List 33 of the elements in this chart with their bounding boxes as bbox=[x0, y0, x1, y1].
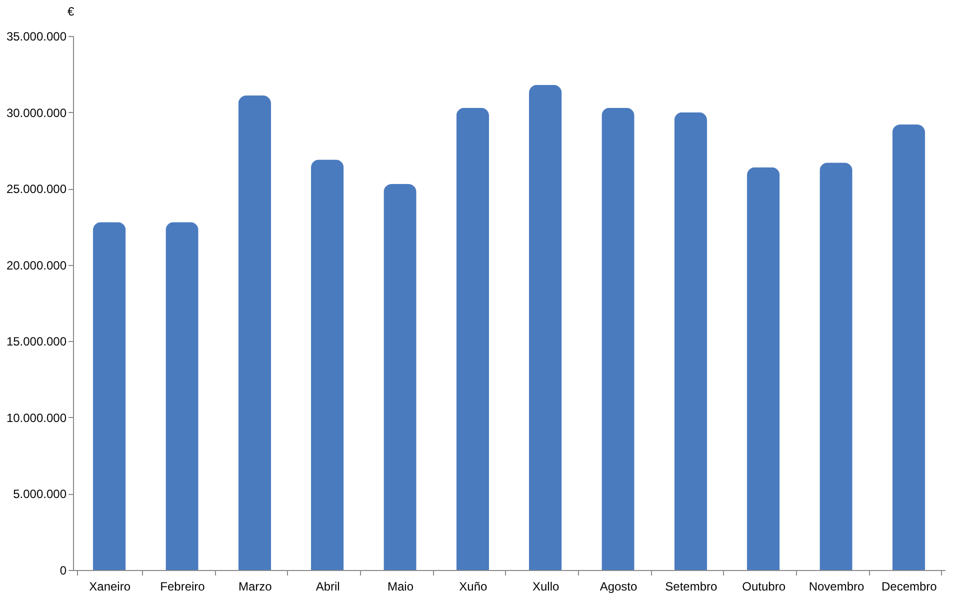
x-tick-label: Agosto bbox=[600, 580, 638, 594]
x-tick-label: Setembro bbox=[665, 580, 718, 594]
bar bbox=[528, 84, 562, 570]
bar bbox=[384, 184, 416, 570]
y-tick-label: 5.000.000 bbox=[13, 487, 67, 502]
x-tick-label: Outubro bbox=[742, 580, 786, 594]
y-tick-label: 20.000.000 bbox=[6, 258, 67, 272]
x-tick-label: Abril bbox=[316, 580, 340, 594]
bar bbox=[310, 160, 344, 570]
x-tick-label: Xaneiro bbox=[89, 580, 131, 594]
x-tick-label: Xullo bbox=[532, 580, 560, 594]
bar bbox=[238, 96, 272, 570]
bar bbox=[746, 167, 780, 570]
x-tick-label: Marzo bbox=[238, 580, 272, 594]
bar bbox=[674, 112, 708, 570]
x-tick-label: Maio bbox=[387, 580, 414, 594]
x-tick-label: Xuño bbox=[459, 580, 488, 594]
bar bbox=[456, 108, 490, 570]
y-tick-label: 0 bbox=[60, 564, 67, 578]
x-tick-label: Febreiro bbox=[160, 580, 206, 594]
bar bbox=[892, 124, 926, 570]
y-tick-label: 25.000.000 bbox=[6, 182, 67, 196]
bar bbox=[166, 222, 198, 570]
bar bbox=[92, 222, 126, 570]
bar bbox=[820, 162, 852, 570]
y-axis-title: € bbox=[68, 4, 74, 18]
y-tick-label: 35.000.000 bbox=[6, 30, 67, 44]
y-tick-label: 10.000.000 bbox=[6, 410, 67, 425]
y-tick-label: 15.000.000 bbox=[6, 334, 67, 349]
x-tick-label: Decembro bbox=[881, 580, 938, 594]
bar bbox=[602, 108, 634, 570]
y-tick-label: 30.000.000 bbox=[6, 106, 67, 120]
x-tick-label: Novembro bbox=[808, 580, 864, 594]
